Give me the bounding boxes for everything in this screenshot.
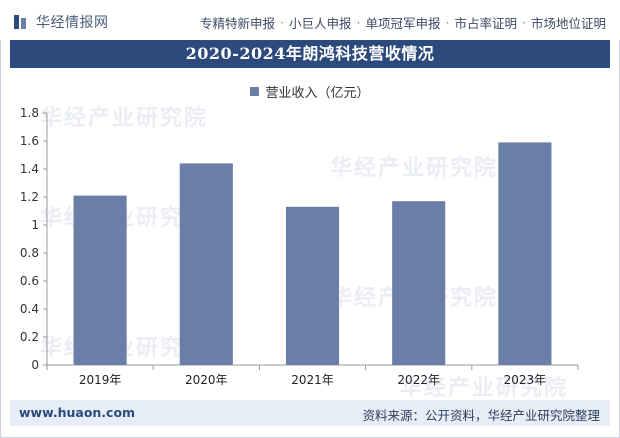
chart-title: 2020-2024年朗鸿科技营收情况	[185, 44, 435, 63]
y-tick-label: 1	[31, 218, 39, 232]
brand-name: 华经情报网	[36, 15, 109, 31]
nav-separator: ·	[445, 15, 450, 30]
brand-logo-icon	[14, 15, 26, 29]
y-tick-label: 1.8	[20, 106, 39, 120]
nav-item-market-share[interactable]: 市占率证明	[454, 16, 517, 31]
x-tick-label: 2023年	[504, 373, 547, 387]
y-tick-label: 0.6	[20, 274, 39, 288]
bar	[73, 195, 127, 365]
y-tick-label: 0	[31, 358, 39, 372]
top-bar: 华经情报网 专精特新申报 · 小巨人申报 · 单项冠军申报 · 市占率证明 · …	[0, 0, 620, 40]
bar	[285, 206, 340, 365]
nav-separator: ·	[280, 15, 284, 30]
nav-item-market-position[interactable]: 市场地位证明	[530, 16, 606, 31]
legend: 营业收入（亿元）	[0, 82, 620, 101]
x-tick-label: 2021年	[291, 373, 334, 387]
nav-item-little-giant[interactable]: 小巨人申报	[288, 16, 352, 31]
y-tick-label: 1.6	[20, 134, 39, 148]
y-tick-label: 1.4	[20, 162, 39, 176]
nav-item-specialized[interactable]: 专精特新申报	[199, 16, 275, 31]
footer: www.huaon.com 资料来源：公开资料，华经产业研究院整理	[10, 400, 610, 426]
bar	[392, 201, 446, 365]
y-tick-label: 0.2	[20, 330, 39, 344]
x-tick-label: 2020年	[185, 373, 228, 387]
legend-swatch	[250, 87, 260, 96]
bar	[498, 142, 552, 365]
legend-label: 营业收入（亿元）	[265, 86, 370, 101]
nav-separator: ·	[522, 15, 526, 30]
y-tick-label: 0.4	[20, 302, 39, 316]
x-tick-label: 2022年	[397, 373, 440, 387]
y-tick-label: 1.2	[20, 190, 39, 204]
brand[interactable]: 华经情报网	[14, 12, 109, 32]
title-bar: 2020-2024年朗鸿科技营收情况	[10, 40, 610, 68]
footer-url[interactable]: www.huaon.com	[19, 405, 136, 420]
nav-separator: ·	[356, 15, 361, 30]
x-tick-label: 2019年	[79, 373, 122, 387]
nav-item-single-champion[interactable]: 单项冠军申报	[365, 16, 441, 31]
bar	[179, 163, 233, 365]
footer-source: 资料来源：公开资料，华经产业研究院整理	[362, 408, 600, 423]
y-tick-label: 0.8	[20, 246, 39, 260]
top-nav: 专精特新申报 · 小巨人申报 · 单项冠军申报 · 市占率证明 · 市场地位证明	[200, 13, 606, 32]
